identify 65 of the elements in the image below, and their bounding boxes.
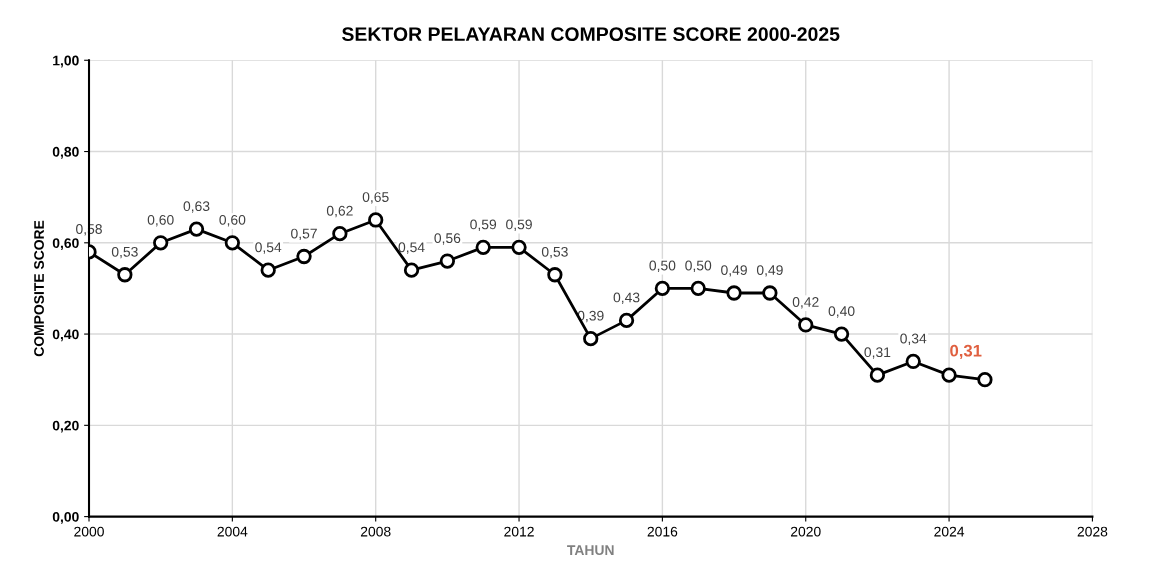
- data-label: 0,62: [326, 205, 353, 218]
- point: [224, 235, 240, 251]
- point: [941, 367, 957, 383]
- data-label: 0,54: [398, 242, 425, 254]
- data-label: 0,42: [792, 297, 819, 309]
- point: [690, 280, 706, 297]
- data-label: 0,63: [183, 201, 210, 213]
- x-tick-label: 2016: [647, 526, 678, 537]
- y-tick-label: 0,00: [52, 511, 79, 524]
- annotation: 0,31: [950, 344, 982, 359]
- point: [654, 280, 671, 297]
- x-tick-label: 2000: [74, 526, 104, 537]
- data-label: 0,34: [900, 333, 927, 346]
- y-tick-label: 0,80: [52, 146, 79, 159]
- point: [869, 367, 886, 383]
- x-tick-label: 2004: [217, 526, 248, 537]
- point: [726, 285, 742, 301]
- data-label: 0,49: [756, 265, 783, 277]
- point: [475, 239, 491, 256]
- x-tick-label: 2008: [360, 526, 391, 537]
- point: [905, 353, 921, 370]
- data-label: 0,65: [362, 192, 389, 204]
- data-label: 0,56: [434, 233, 461, 245]
- data-label: 0,49: [721, 265, 747, 277]
- point: [368, 212, 384, 228]
- point: [798, 317, 814, 333]
- point: [117, 267, 133, 283]
- data-label: 0,53: [111, 246, 138, 259]
- data-label: 0,57: [291, 228, 317, 241]
- y-tick-label: 0,60: [52, 238, 79, 250]
- data-label: 0,53: [541, 246, 568, 259]
- point: [439, 253, 456, 269]
- point: [833, 326, 850, 342]
- x-tick-label: 2028: [1077, 526, 1108, 537]
- point: [511, 239, 527, 256]
- point: [583, 330, 599, 347]
- chart-title: SEKTOR PELAYARAN COMPOSITE SCORE 2000-2025: [342, 27, 840, 42]
- data-label: 0,59: [506, 219, 532, 231]
- data-label: 0,60: [147, 214, 174, 227]
- y-tick-label: 0,40: [52, 329, 79, 342]
- data-label: 0,59: [470, 219, 497, 231]
- data-label: 0,50: [649, 260, 676, 273]
- data-label: 0,54: [255, 242, 282, 254]
- point: [332, 226, 348, 242]
- x-axis-title: TAHUN: [567, 545, 614, 556]
- y-axis-title: COMPOSITE SCORE: [34, 220, 44, 357]
- y-tick-label: 0,20: [52, 420, 79, 433]
- point: [260, 262, 276, 278]
- point: [762, 285, 778, 301]
- point: [188, 221, 205, 237]
- data-label: 0,31: [864, 347, 891, 359]
- point: [618, 312, 635, 329]
- x-tick-label: 2012: [504, 526, 534, 537]
- x-tick-label: 2024: [934, 526, 965, 537]
- point: [547, 267, 563, 283]
- y-tick-label: 1,00: [53, 55, 79, 68]
- data-label: 0,43: [613, 292, 640, 304]
- point: [153, 235, 169, 251]
- point: [977, 372, 993, 388]
- data-label: 0,60: [219, 214, 246, 227]
- x-tick-label: 2020: [790, 526, 821, 537]
- point: [296, 248, 312, 265]
- data-label: 0,50: [685, 260, 712, 273]
- point: [403, 262, 420, 278]
- data-label: 0,40: [828, 306, 855, 318]
